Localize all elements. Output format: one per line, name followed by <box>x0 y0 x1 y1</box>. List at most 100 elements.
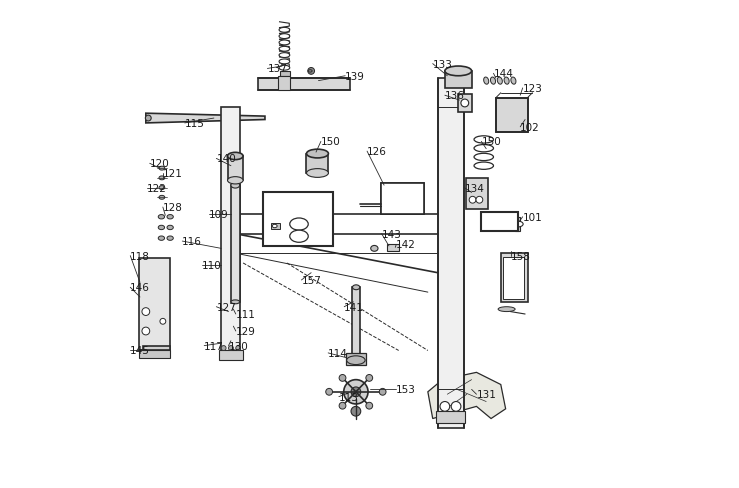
Circle shape <box>344 380 368 404</box>
Circle shape <box>476 197 483 203</box>
Ellipse shape <box>497 78 503 85</box>
Text: 150: 150 <box>481 137 501 147</box>
Text: 140: 140 <box>217 154 236 164</box>
Circle shape <box>469 197 476 203</box>
FancyBboxPatch shape <box>381 183 424 215</box>
Ellipse shape <box>445 67 471 77</box>
Text: 135: 135 <box>268 212 287 223</box>
Text: 113: 113 <box>339 392 358 402</box>
Circle shape <box>160 319 166 325</box>
FancyBboxPatch shape <box>138 351 170 358</box>
Text: 101: 101 <box>522 212 542 223</box>
Ellipse shape <box>231 183 239 189</box>
Ellipse shape <box>511 78 516 85</box>
Ellipse shape <box>279 28 290 33</box>
Ellipse shape <box>483 78 488 85</box>
Text: 157: 157 <box>302 275 321 285</box>
Circle shape <box>228 346 234 351</box>
Text: 117: 117 <box>204 341 224 351</box>
Ellipse shape <box>474 145 494 153</box>
Circle shape <box>339 375 346 382</box>
Circle shape <box>236 346 241 351</box>
Circle shape <box>366 403 372 409</box>
FancyBboxPatch shape <box>306 154 328 174</box>
FancyBboxPatch shape <box>279 72 290 77</box>
Text: 126: 126 <box>367 147 387 157</box>
Ellipse shape <box>290 219 308 231</box>
Text: 134: 134 <box>464 183 484 193</box>
Ellipse shape <box>272 225 277 228</box>
Text: 115: 115 <box>185 119 205 129</box>
Text: 142: 142 <box>396 240 416 250</box>
Ellipse shape <box>491 78 496 85</box>
Ellipse shape <box>159 186 165 190</box>
Circle shape <box>452 402 461 411</box>
Ellipse shape <box>159 196 165 200</box>
FancyBboxPatch shape <box>436 411 466 424</box>
FancyBboxPatch shape <box>515 217 520 232</box>
Text: 121: 121 <box>163 169 183 179</box>
Text: 143: 143 <box>381 229 401 239</box>
Ellipse shape <box>279 47 290 52</box>
Ellipse shape <box>279 41 290 46</box>
Text: 114: 114 <box>328 348 348 358</box>
FancyBboxPatch shape <box>458 95 471 113</box>
Ellipse shape <box>167 237 174 241</box>
Circle shape <box>379 388 386 395</box>
Text: 130: 130 <box>228 341 248 351</box>
Ellipse shape <box>308 71 312 73</box>
Text: 129: 129 <box>236 326 256 336</box>
Ellipse shape <box>158 237 165 241</box>
FancyBboxPatch shape <box>262 193 333 246</box>
FancyBboxPatch shape <box>353 287 360 356</box>
FancyBboxPatch shape <box>278 77 290 91</box>
FancyBboxPatch shape <box>381 183 424 215</box>
FancyBboxPatch shape <box>445 72 471 89</box>
Polygon shape <box>428 372 505 419</box>
Ellipse shape <box>371 246 378 252</box>
Circle shape <box>326 388 333 395</box>
FancyBboxPatch shape <box>228 157 243 181</box>
Text: 131: 131 <box>477 389 497 399</box>
Text: 9025: 9025 <box>486 216 518 229</box>
Text: 116: 116 <box>183 237 202 246</box>
FancyBboxPatch shape <box>437 79 464 428</box>
Ellipse shape <box>159 167 165 171</box>
FancyBboxPatch shape <box>386 244 398 251</box>
Text: 141: 141 <box>344 302 364 312</box>
Ellipse shape <box>279 54 290 59</box>
Circle shape <box>307 68 315 75</box>
Circle shape <box>351 387 361 397</box>
Polygon shape <box>146 114 265 123</box>
Ellipse shape <box>474 137 494 144</box>
Text: 111: 111 <box>236 309 256 319</box>
Ellipse shape <box>307 169 328 178</box>
Ellipse shape <box>474 163 494 170</box>
Text: 122: 122 <box>147 183 167 193</box>
Text: 153: 153 <box>396 385 416 395</box>
FancyBboxPatch shape <box>466 179 488 210</box>
FancyBboxPatch shape <box>501 254 528 302</box>
Text: 145: 145 <box>130 346 150 356</box>
Ellipse shape <box>498 307 515 312</box>
Ellipse shape <box>167 215 174 220</box>
Text: 110: 110 <box>202 261 222 271</box>
FancyBboxPatch shape <box>481 212 518 232</box>
Ellipse shape <box>353 285 360 290</box>
FancyBboxPatch shape <box>503 257 524 300</box>
Ellipse shape <box>290 231 308 243</box>
Text: 9026: 9026 <box>268 196 300 209</box>
Text: 123: 123 <box>522 84 542 94</box>
Text: 146: 146 <box>130 283 150 293</box>
Circle shape <box>351 407 361 416</box>
Ellipse shape <box>167 226 174 230</box>
Ellipse shape <box>279 60 290 65</box>
Text: 120: 120 <box>150 159 169 169</box>
Ellipse shape <box>159 177 165 181</box>
Circle shape <box>146 116 151 122</box>
Ellipse shape <box>228 177 243 184</box>
Circle shape <box>440 402 450 411</box>
Text: 133: 133 <box>433 60 452 69</box>
Ellipse shape <box>279 35 290 40</box>
FancyBboxPatch shape <box>219 351 243 361</box>
